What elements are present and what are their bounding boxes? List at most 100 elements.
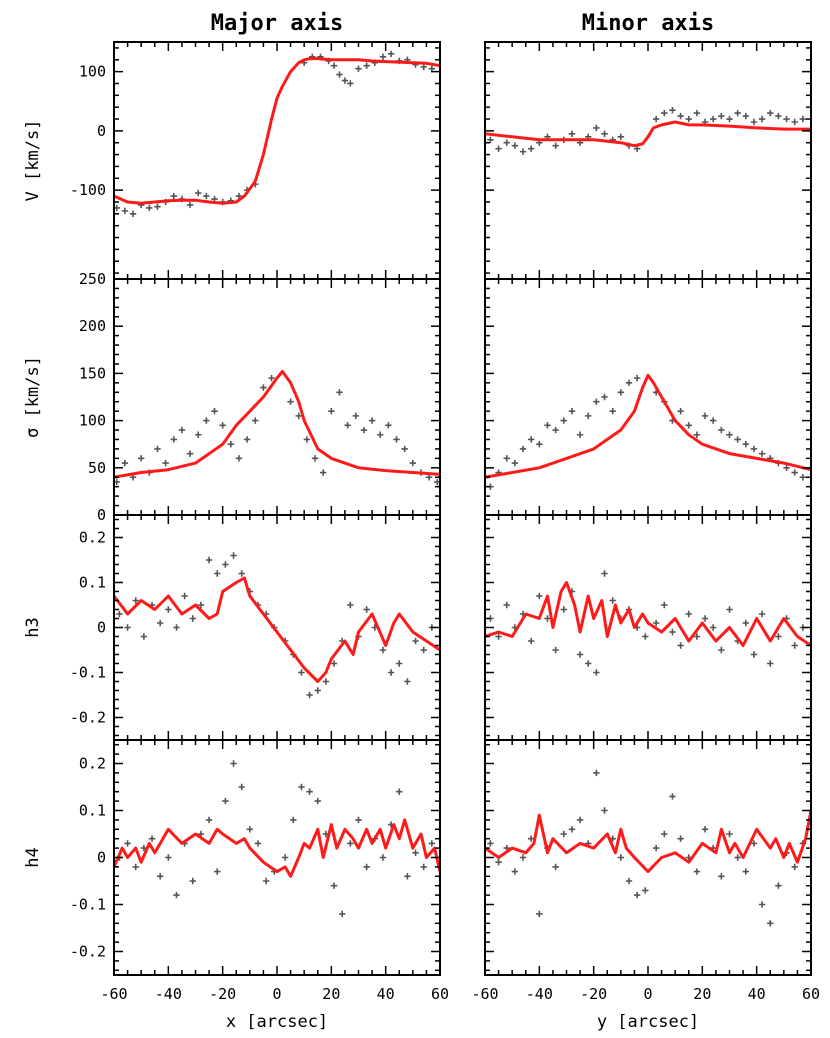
data-point bbox=[339, 910, 346, 918]
data-point bbox=[387, 50, 395, 58]
data-point bbox=[576, 816, 584, 824]
data-point bbox=[593, 769, 600, 777]
data-point bbox=[148, 835, 156, 842]
data-point bbox=[527, 436, 535, 443]
model-line bbox=[485, 581, 811, 647]
data-point bbox=[355, 816, 362, 824]
data-point bbox=[750, 651, 758, 658]
data-point bbox=[189, 615, 196, 622]
x-tick-label: 40 bbox=[377, 985, 395, 1003]
panel-frame bbox=[484, 278, 812, 516]
data-point bbox=[379, 646, 387, 654]
data-point bbox=[633, 374, 641, 382]
data-point bbox=[203, 192, 210, 200]
y-tick-label: 100 bbox=[79, 63, 106, 81]
data-point bbox=[238, 783, 245, 791]
data-point bbox=[701, 412, 709, 420]
data-point bbox=[385, 422, 392, 429]
data-point bbox=[576, 431, 584, 438]
data-point bbox=[791, 863, 798, 871]
data-point bbox=[767, 660, 774, 667]
data-point bbox=[186, 201, 194, 209]
data-point bbox=[685, 422, 692, 429]
data-point bbox=[328, 407, 335, 415]
data-point bbox=[336, 71, 343, 78]
data-point bbox=[205, 556, 213, 564]
data-point bbox=[617, 133, 625, 140]
data-point bbox=[791, 118, 798, 126]
panel-data bbox=[485, 373, 811, 490]
data-point bbox=[661, 109, 668, 117]
data-point bbox=[420, 63, 427, 71]
data-point bbox=[544, 422, 551, 429]
x-tick-label: 0 bbox=[643, 985, 652, 1003]
panel-data bbox=[114, 760, 440, 918]
data-point bbox=[124, 840, 131, 847]
data-point bbox=[205, 816, 213, 824]
data-point bbox=[734, 854, 741, 861]
y-tick-label: -0.2 bbox=[70, 943, 106, 961]
data-point bbox=[154, 203, 161, 210]
data-point bbox=[560, 417, 567, 424]
data-point bbox=[268, 374, 275, 382]
data-point bbox=[330, 660, 338, 667]
y-tick-label: -100 bbox=[70, 181, 106, 199]
x-tick-label: -20 bbox=[209, 985, 236, 1003]
data-point bbox=[222, 797, 229, 805]
data-point bbox=[170, 192, 177, 200]
data-point bbox=[379, 53, 387, 61]
data-point bbox=[661, 830, 668, 838]
data-point bbox=[173, 891, 180, 899]
model-line bbox=[114, 576, 440, 683]
data-point bbox=[685, 115, 692, 123]
y-tick-label: 250 bbox=[79, 270, 106, 288]
data-point bbox=[758, 901, 766, 908]
data-point bbox=[281, 854, 289, 861]
data-point bbox=[601, 393, 608, 401]
data-point bbox=[536, 592, 543, 600]
data-point bbox=[347, 840, 354, 847]
data-point bbox=[601, 807, 608, 814]
data-point bbox=[585, 412, 592, 420]
panel-frame bbox=[113, 278, 441, 516]
panel-sigma-minor bbox=[484, 278, 812, 516]
data-point bbox=[355, 65, 362, 72]
data-point bbox=[254, 840, 262, 847]
data-point bbox=[368, 417, 376, 424]
y-tick-label: 100 bbox=[79, 412, 106, 430]
data-point bbox=[685, 610, 692, 618]
data-point bbox=[495, 859, 502, 866]
data-point bbox=[330, 62, 338, 69]
y-tick-label: 150 bbox=[79, 364, 106, 382]
x-tick-label: 20 bbox=[693, 985, 711, 1003]
data-point bbox=[519, 148, 527, 155]
data-point bbox=[235, 192, 243, 200]
data-point bbox=[121, 207, 129, 215]
y-tick-label: 0.2 bbox=[79, 755, 106, 773]
data-point bbox=[314, 797, 321, 805]
data-point bbox=[393, 436, 400, 443]
data-point bbox=[536, 441, 543, 448]
data-point bbox=[677, 835, 684, 842]
data-point bbox=[791, 469, 798, 476]
major-axis-title: Major axis bbox=[211, 11, 343, 36]
data-point bbox=[758, 115, 766, 123]
data-point bbox=[693, 109, 701, 117]
data-point bbox=[360, 426, 368, 434]
data-point bbox=[576, 651, 584, 658]
data-point bbox=[262, 877, 270, 885]
data-point bbox=[195, 431, 202, 438]
data-point bbox=[775, 633, 782, 640]
data-point bbox=[330, 882, 338, 889]
data-point bbox=[552, 426, 559, 434]
data-point bbox=[322, 678, 330, 685]
data-point bbox=[511, 868, 519, 875]
data-point bbox=[246, 826, 254, 833]
data-point bbox=[314, 687, 321, 694]
data-point bbox=[742, 619, 749, 627]
data-point bbox=[387, 669, 395, 676]
data-point bbox=[336, 389, 343, 396]
data-point bbox=[758, 450, 766, 457]
x-tick-label: -20 bbox=[580, 985, 607, 1003]
